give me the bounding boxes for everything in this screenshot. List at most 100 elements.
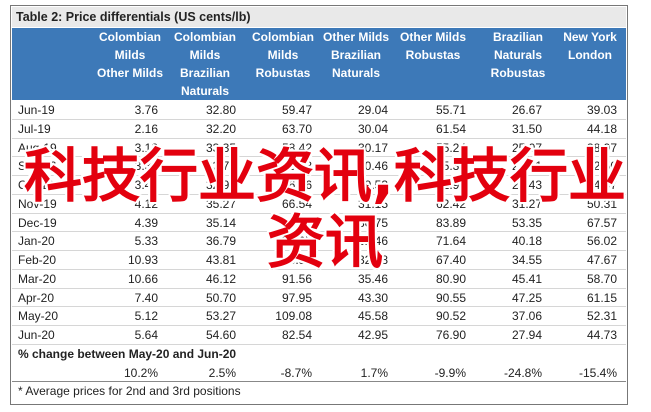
cell-value: 32.80 <box>205 103 236 117</box>
table-title: Table 2: Price differentials (US cents/l… <box>12 7 626 27</box>
cell-value: 67.57 <box>586 215 617 230</box>
cell-value: 29.53 <box>357 178 388 192</box>
header-bottom: Brazilian Naturals <box>330 48 381 80</box>
row-label: Mar-20 <box>18 271 57 286</box>
cell-value: 36.79 <box>205 234 236 249</box>
cell-value: 33.35 <box>205 140 236 155</box>
cell-value: 61.15 <box>586 290 617 305</box>
column-header: Other Milds Brazilian Naturals <box>318 28 394 100</box>
table-row: May-20 5.12 53.27 109.08 45.58 90.52 37.06 52.3… <box>12 307 626 326</box>
cell-value: 3.40 <box>134 178 158 192</box>
change-value: -9.9% <box>434 365 466 380</box>
cell-value: 42.50 <box>586 159 617 174</box>
change-value: -8.7% <box>280 365 312 380</box>
cell-value: 63.70 <box>281 121 312 136</box>
cell-value: 3.18 <box>134 140 158 155</box>
cell-value: 42.95 <box>357 328 388 342</box>
cell-value: 67.40 <box>435 253 466 267</box>
cell-value: 10.66 <box>127 271 158 286</box>
cell-value: 10.93 <box>127 253 158 267</box>
cell-value: 58.70 <box>586 271 617 286</box>
cell-value: 43.30 <box>357 290 388 305</box>
column-header: Other Milds Robustas <box>395 28 471 100</box>
table-row: Jun-20 5.64 54.60 82.54 42.95 76.90 27.94 44.73 <box>12 326 626 345</box>
change-value: -24.8% <box>503 365 542 380</box>
cell-value: 32.93 <box>205 178 236 192</box>
cell-value: 37.06 <box>511 309 542 324</box>
row-label: Jul-19 <box>18 121 51 136</box>
cell-value: 90.55 <box>435 290 466 305</box>
cell-value: 52.31 <box>586 309 617 324</box>
header-top: Other Milds <box>399 30 466 44</box>
cell-value: 47.25 <box>511 290 542 305</box>
header-bottom: Robustas <box>490 66 546 80</box>
cell-value: 29.04 <box>357 103 388 117</box>
cell-value: 59.47 <box>281 103 312 117</box>
table-row: Aug-19 3.18 33.35 58.42 30.17 55.24 25.07 38.97 <box>12 139 626 158</box>
table-row: Feb-20 10.93 43.81 78.33 32.88 67.40 34.55 47.6… <box>12 251 626 270</box>
row-label: May-20 <box>18 309 59 324</box>
cell-value: 32.88 <box>357 253 388 267</box>
header-row: Colombian Milds Other Milds Colombian Mild… <box>12 28 626 100</box>
row-label: Apr-20 <box>18 290 55 305</box>
cell-value: 31.50 <box>511 121 542 136</box>
column-header: Colombian Milds Other Milds <box>92 28 168 100</box>
change-label-row: % change between May-20 and Jun-20 <box>12 345 626 364</box>
change-value: 1.7% <box>360 365 388 380</box>
cell-value: 76.90 <box>435 328 466 342</box>
cell-value: 40.18 <box>511 234 542 249</box>
table-row: Nov-19 4.12 35.27 66.54 31.15 62.42 31.27 50.31 <box>12 195 626 214</box>
change-value: 10.2% <box>123 365 158 380</box>
cell-value: 2.16 <box>134 121 158 136</box>
cell-value: 3.76 <box>134 103 158 117</box>
cell-value: 58.42 <box>281 140 312 155</box>
cell-value: 80.90 <box>435 271 466 286</box>
column-header: Colombian Milds Brazilian Naturals <box>167 28 243 100</box>
header-top: Colombian Milds <box>252 30 314 62</box>
cell-value: 5.64 <box>134 328 158 342</box>
cell-value: 3.31 <box>134 159 158 174</box>
cell-value: 58.68 <box>281 159 312 174</box>
cell-value: 31.27 <box>511 196 542 211</box>
cell-value: 82.54 <box>281 328 312 342</box>
cell-value: 44.18 <box>586 121 617 136</box>
cell-value: 7.40 <box>134 290 158 305</box>
change-value: -15.4% <box>578 365 617 380</box>
header-bottom: London <box>568 48 612 62</box>
cell-value: 53.27 <box>205 309 236 324</box>
table-row: Jun-19 3.76 32.80 59.47 29.04 55.71 26.67 39.03 <box>12 101 626 120</box>
cell-value: 62.42 <box>435 196 466 211</box>
cell-value: 38.97 <box>586 140 617 155</box>
cell-value: 31.46 <box>357 234 388 249</box>
cell-value: 27.94 <box>511 328 542 342</box>
cell-value: 53.35 <box>511 215 542 230</box>
table-row: Apr-20 7.40 50.70 97.95 43.30 90.55 47.25 61.15 <box>12 289 626 308</box>
cell-value: 71.64 <box>435 234 466 249</box>
change-label: % change between May-20 and Jun-20 <box>18 346 237 361</box>
cell-value: 35.14 <box>205 215 236 230</box>
cell-value: 24.91 <box>511 159 542 174</box>
cell-value: 88.24 <box>281 215 312 230</box>
column-header: New York London <box>552 28 628 100</box>
cell-value: 5.33 <box>134 234 158 249</box>
watermark: 科技行业资讯,科技行业资讯 <box>23 142 627 276</box>
header-top: Brazilian Naturals <box>492 30 543 62</box>
change-values-row: 10.2% 2.5% -8.7% 1.7% -9.9% -24.8% -15.4% <box>12 364 626 383</box>
cell-value: 23.43 <box>511 178 542 192</box>
cell-value: 47.67 <box>586 253 617 267</box>
row-label: Nov-19 <box>18 196 57 211</box>
table-row: Jul-19 2.16 32.20 63.70 30.04 61.54 31.50 44.18 <box>12 120 626 139</box>
cell-value: 66.54 <box>281 196 312 211</box>
cell-value: 45.58 <box>357 309 388 324</box>
cell-value: 33.77 <box>205 159 236 174</box>
table-row: Oct-19 3.40 32.93 56.36 29.53 52.96 23.43 44.07 <box>12 176 626 195</box>
cell-value: 78.33 <box>281 253 312 267</box>
row-label: Jun-19 <box>18 103 55 117</box>
header-bottom: Other Milds <box>96 66 163 80</box>
cell-value: 52.96 <box>435 178 466 192</box>
cell-value: 44.73 <box>586 328 617 342</box>
cell-value: 91.56 <box>281 271 312 286</box>
row-label: Aug-19 <box>18 140 57 155</box>
table-row: Jan-20 5.33 36.79 76.97 31.46 71.64 40.18 56.02 <box>12 232 626 251</box>
cell-value: 30.17 <box>357 140 388 155</box>
